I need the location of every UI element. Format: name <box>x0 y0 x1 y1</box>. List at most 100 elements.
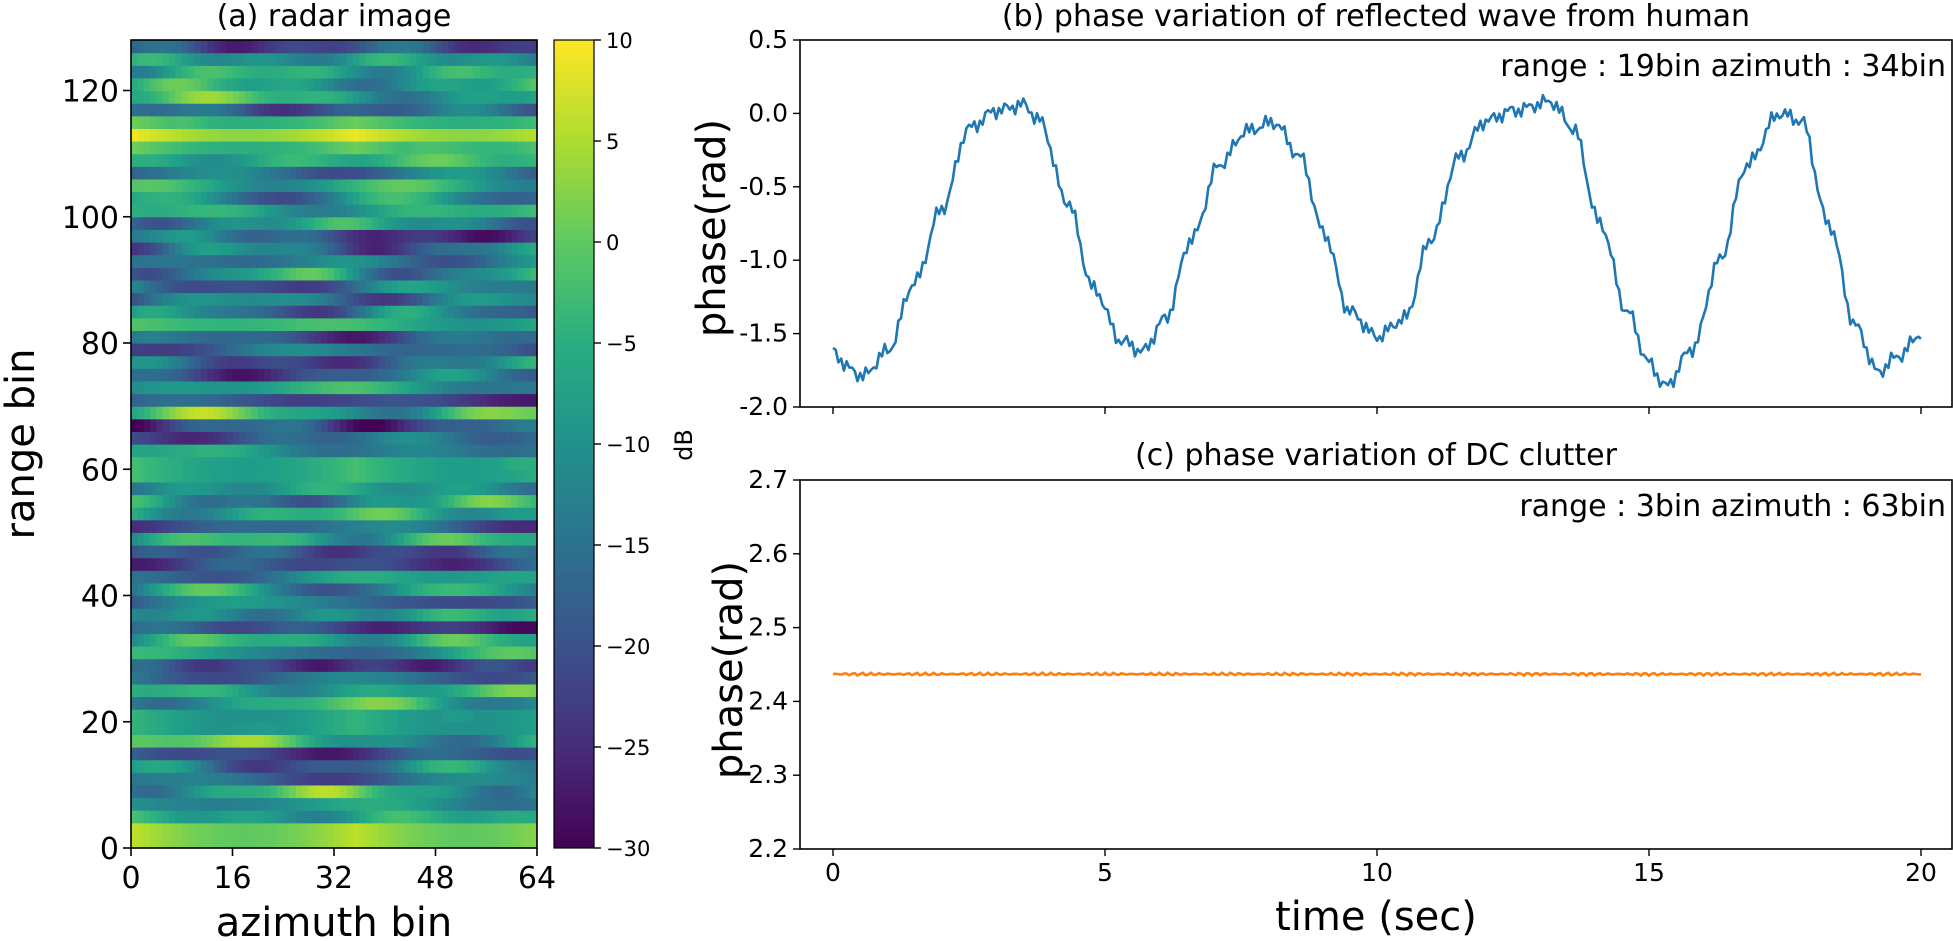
heatmap-cell <box>226 456 234 470</box>
heatmap-cell <box>207 267 215 281</box>
heatmap-cell <box>403 115 411 129</box>
heatmap-cell <box>143 444 151 458</box>
heatmap-cell <box>505 810 513 824</box>
heatmap-cell <box>321 418 329 432</box>
heatmap-cell <box>410 570 418 584</box>
y-tick-label: 20 <box>81 706 119 741</box>
heatmap-cell <box>245 343 253 357</box>
heatmap-cell <box>327 646 335 660</box>
heatmap-cell <box>403 797 411 811</box>
heatmap-cell <box>283 115 291 129</box>
heatmap-cell <box>403 254 411 268</box>
heatmap-cell <box>473 330 481 344</box>
heatmap-cell <box>340 166 348 180</box>
heatmap-cell <box>359 608 367 622</box>
heatmap-cell <box>156 292 164 306</box>
heatmap-cell <box>353 646 360 660</box>
heatmap-cell <box>479 305 487 319</box>
heatmap-cell <box>200 456 208 470</box>
heatmap-cell <box>302 305 310 319</box>
heatmap-cell <box>334 317 341 331</box>
heatmap-cell <box>238 267 246 281</box>
heatmap-cell <box>264 204 272 218</box>
heatmap-cell <box>334 721 341 735</box>
heatmap-cell <box>524 115 532 129</box>
heatmap-cell <box>156 305 164 319</box>
heatmap-cell <box>213 229 221 243</box>
heatmap-cell <box>276 671 284 685</box>
heatmap-cell <box>308 204 316 218</box>
heatmap-cell <box>359 519 367 533</box>
heatmap-cell <box>232 734 240 748</box>
heatmap-cell <box>270 279 278 294</box>
heatmap-cell <box>479 595 487 609</box>
heatmap-cell <box>270 418 278 432</box>
heatmap-cell <box>264 481 272 496</box>
heatmap-cell <box>143 469 151 483</box>
heatmap-cell <box>410 65 418 79</box>
heatmap-cell <box>207 444 215 458</box>
heatmap-cell <box>492 431 500 445</box>
heatmap-cell <box>232 40 240 54</box>
heatmap-cell <box>257 90 265 104</box>
heatmap-cell <box>498 204 506 218</box>
heatmap-cell <box>473 191 481 205</box>
heatmap-cell <box>327 747 335 761</box>
heatmap-cell <box>289 267 297 281</box>
heatmap-cell <box>295 368 303 382</box>
heatmap-cell <box>454 481 462 496</box>
heatmap-cell <box>276 721 284 735</box>
heatmap-cell <box>200 734 208 748</box>
x-tick-label: 64 <box>518 861 556 896</box>
heatmap-cell <box>188 545 196 559</box>
heatmap-cell <box>188 444 196 458</box>
heatmap-cell <box>295 671 303 685</box>
y-tick-label: 100 <box>62 201 119 236</box>
heatmap-cell <box>403 431 411 445</box>
heatmap-cell <box>429 557 437 571</box>
heatmap-cell <box>505 469 513 483</box>
heatmap-cell <box>162 557 170 571</box>
heatmap-cell <box>353 545 360 559</box>
heatmap-cell <box>188 128 196 142</box>
heatmap-cell <box>346 191 354 205</box>
heatmap-cell <box>213 279 221 294</box>
heatmap-cell <box>498 519 506 533</box>
heatmap-cell <box>175 595 183 609</box>
heatmap-cell <box>441 747 449 761</box>
heatmap-cell <box>327 368 335 382</box>
heatmap-cell <box>251 835 259 849</box>
heatmap-cell <box>492 305 500 319</box>
heatmap-cell <box>435 797 443 811</box>
heatmap-cell <box>448 380 456 395</box>
heatmap-cell <box>505 431 513 445</box>
heatmap-cell <box>181 595 189 609</box>
heatmap-cell <box>289 570 297 584</box>
heatmap-cell <box>486 242 494 256</box>
heatmap-cell <box>378 709 386 723</box>
heatmap-cell <box>283 40 291 54</box>
heatmap-cell <box>422 646 430 660</box>
heatmap-cell <box>200 772 208 786</box>
heatmap-cell <box>314 191 322 205</box>
heatmap-cell <box>448 305 456 319</box>
heatmap-cell <box>365 671 373 685</box>
heatmap-cell <box>486 683 494 698</box>
heatmap-cell <box>441 166 449 180</box>
heatmap-cell <box>460 532 468 546</box>
heatmap-cell <box>162 797 170 811</box>
heatmap-cell <box>416 229 424 243</box>
heatmap-cell <box>460 166 468 180</box>
heatmap-cell <box>372 721 379 735</box>
heatmap-cell <box>314 279 322 294</box>
heatmap-cell <box>334 810 341 824</box>
heatmap-cell <box>207 216 215 230</box>
heatmap-cell <box>511 267 519 281</box>
colorbar-tick-label: −5 <box>606 332 637 356</box>
heatmap-cell <box>264 747 272 761</box>
heatmap-cell <box>276 128 284 142</box>
heatmap-cell <box>460 709 468 723</box>
heatmap-cell <box>353 658 360 672</box>
heatmap-cell <box>156 608 164 622</box>
heatmap-cell <box>524 797 532 811</box>
